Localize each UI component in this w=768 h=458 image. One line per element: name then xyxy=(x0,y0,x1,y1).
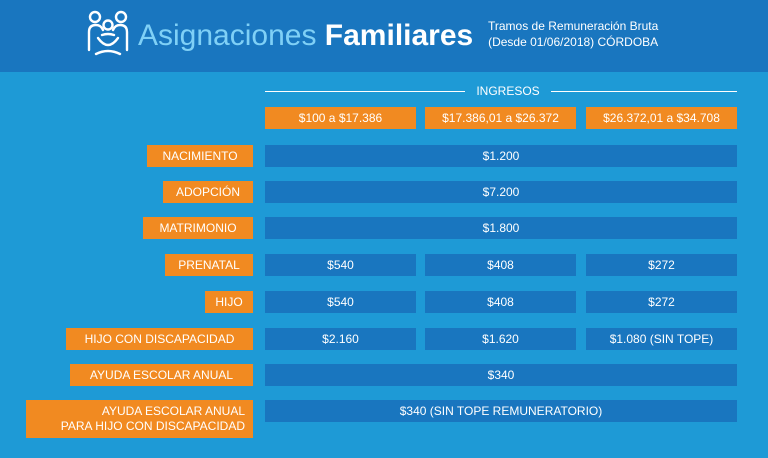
title-light: Asignaciones xyxy=(138,19,317,52)
label-ayuda-escolar-discapacidad-line1: AYUDA ESCOLAR ANUAL xyxy=(101,404,245,418)
label-adopcion: ADOPCIÓN xyxy=(163,181,253,203)
range-2: $17.386,01 a $26.372 xyxy=(425,107,576,129)
ingresos-label: INGRESOS xyxy=(476,84,540,98)
value-prenatal-2: $408 xyxy=(425,254,576,276)
label-nacimiento: NACIMIENTO xyxy=(147,145,253,167)
value-matrimonio: $1.800 xyxy=(265,217,737,239)
label-ayuda-escolar: AYUDA ESCOLAR ANUAL xyxy=(70,364,253,386)
value-hijo-discapacidad-2: $1.620 xyxy=(425,328,576,350)
value-hijo-discapacidad-3: $1.080 (SIN TOPE) xyxy=(586,328,737,350)
value-ayuda-escolar-discapacidad: $340 (SIN TOPE REMUNERATORIO) xyxy=(265,400,737,422)
ingresos-divider-left xyxy=(265,91,465,92)
range-3: $26.372,01 a $34.708 xyxy=(586,107,737,129)
subtitle: Tramos de Remuneración Bruta (Desde 01/0… xyxy=(488,18,658,50)
label-hijo-discapacidad: HIJO CON DISCAPACIDAD xyxy=(66,328,253,350)
ingresos-divider-right xyxy=(551,91,737,92)
value-hijo-discapacidad-1: $2.160 xyxy=(265,328,416,350)
page-title: Asignaciones Familiares xyxy=(138,16,473,56)
title-bold: Familiares xyxy=(324,19,474,52)
family-icon xyxy=(87,10,129,56)
label-ayuda-escolar-discapacidad: AYUDA ESCOLAR ANUAL PARA HIJO CON DISCAP… xyxy=(26,400,253,438)
value-adopcion: $7.200 xyxy=(265,181,737,203)
range-1: $100 a $17.386 xyxy=(265,107,416,129)
value-hijo-1: $540 xyxy=(265,291,416,313)
value-prenatal-3: $272 xyxy=(586,254,737,276)
value-ayuda-escolar: $340 xyxy=(265,364,737,386)
header-bar: Asignaciones Familiares Tramos de Remune… xyxy=(0,0,768,72)
value-nacimiento: $1.200 xyxy=(265,145,737,167)
label-hijo: HIJO xyxy=(205,291,253,313)
label-prenatal: PRENATAL xyxy=(165,254,253,276)
label-ayuda-escolar-discapacidad-line2: PARA HIJO CON DISCAPACIDAD xyxy=(60,419,245,433)
value-hijo-2: $408 xyxy=(425,291,576,313)
subtitle-line1: Tramos de Remuneración Bruta xyxy=(488,19,659,33)
subtitle-line2: (Desde 01/06/2018) CÓRDOBA xyxy=(488,35,659,49)
label-matrimonio: MATRIMONIO xyxy=(143,217,253,239)
value-hijo-3: $272 xyxy=(586,291,737,313)
value-prenatal-1: $540 xyxy=(265,254,416,276)
